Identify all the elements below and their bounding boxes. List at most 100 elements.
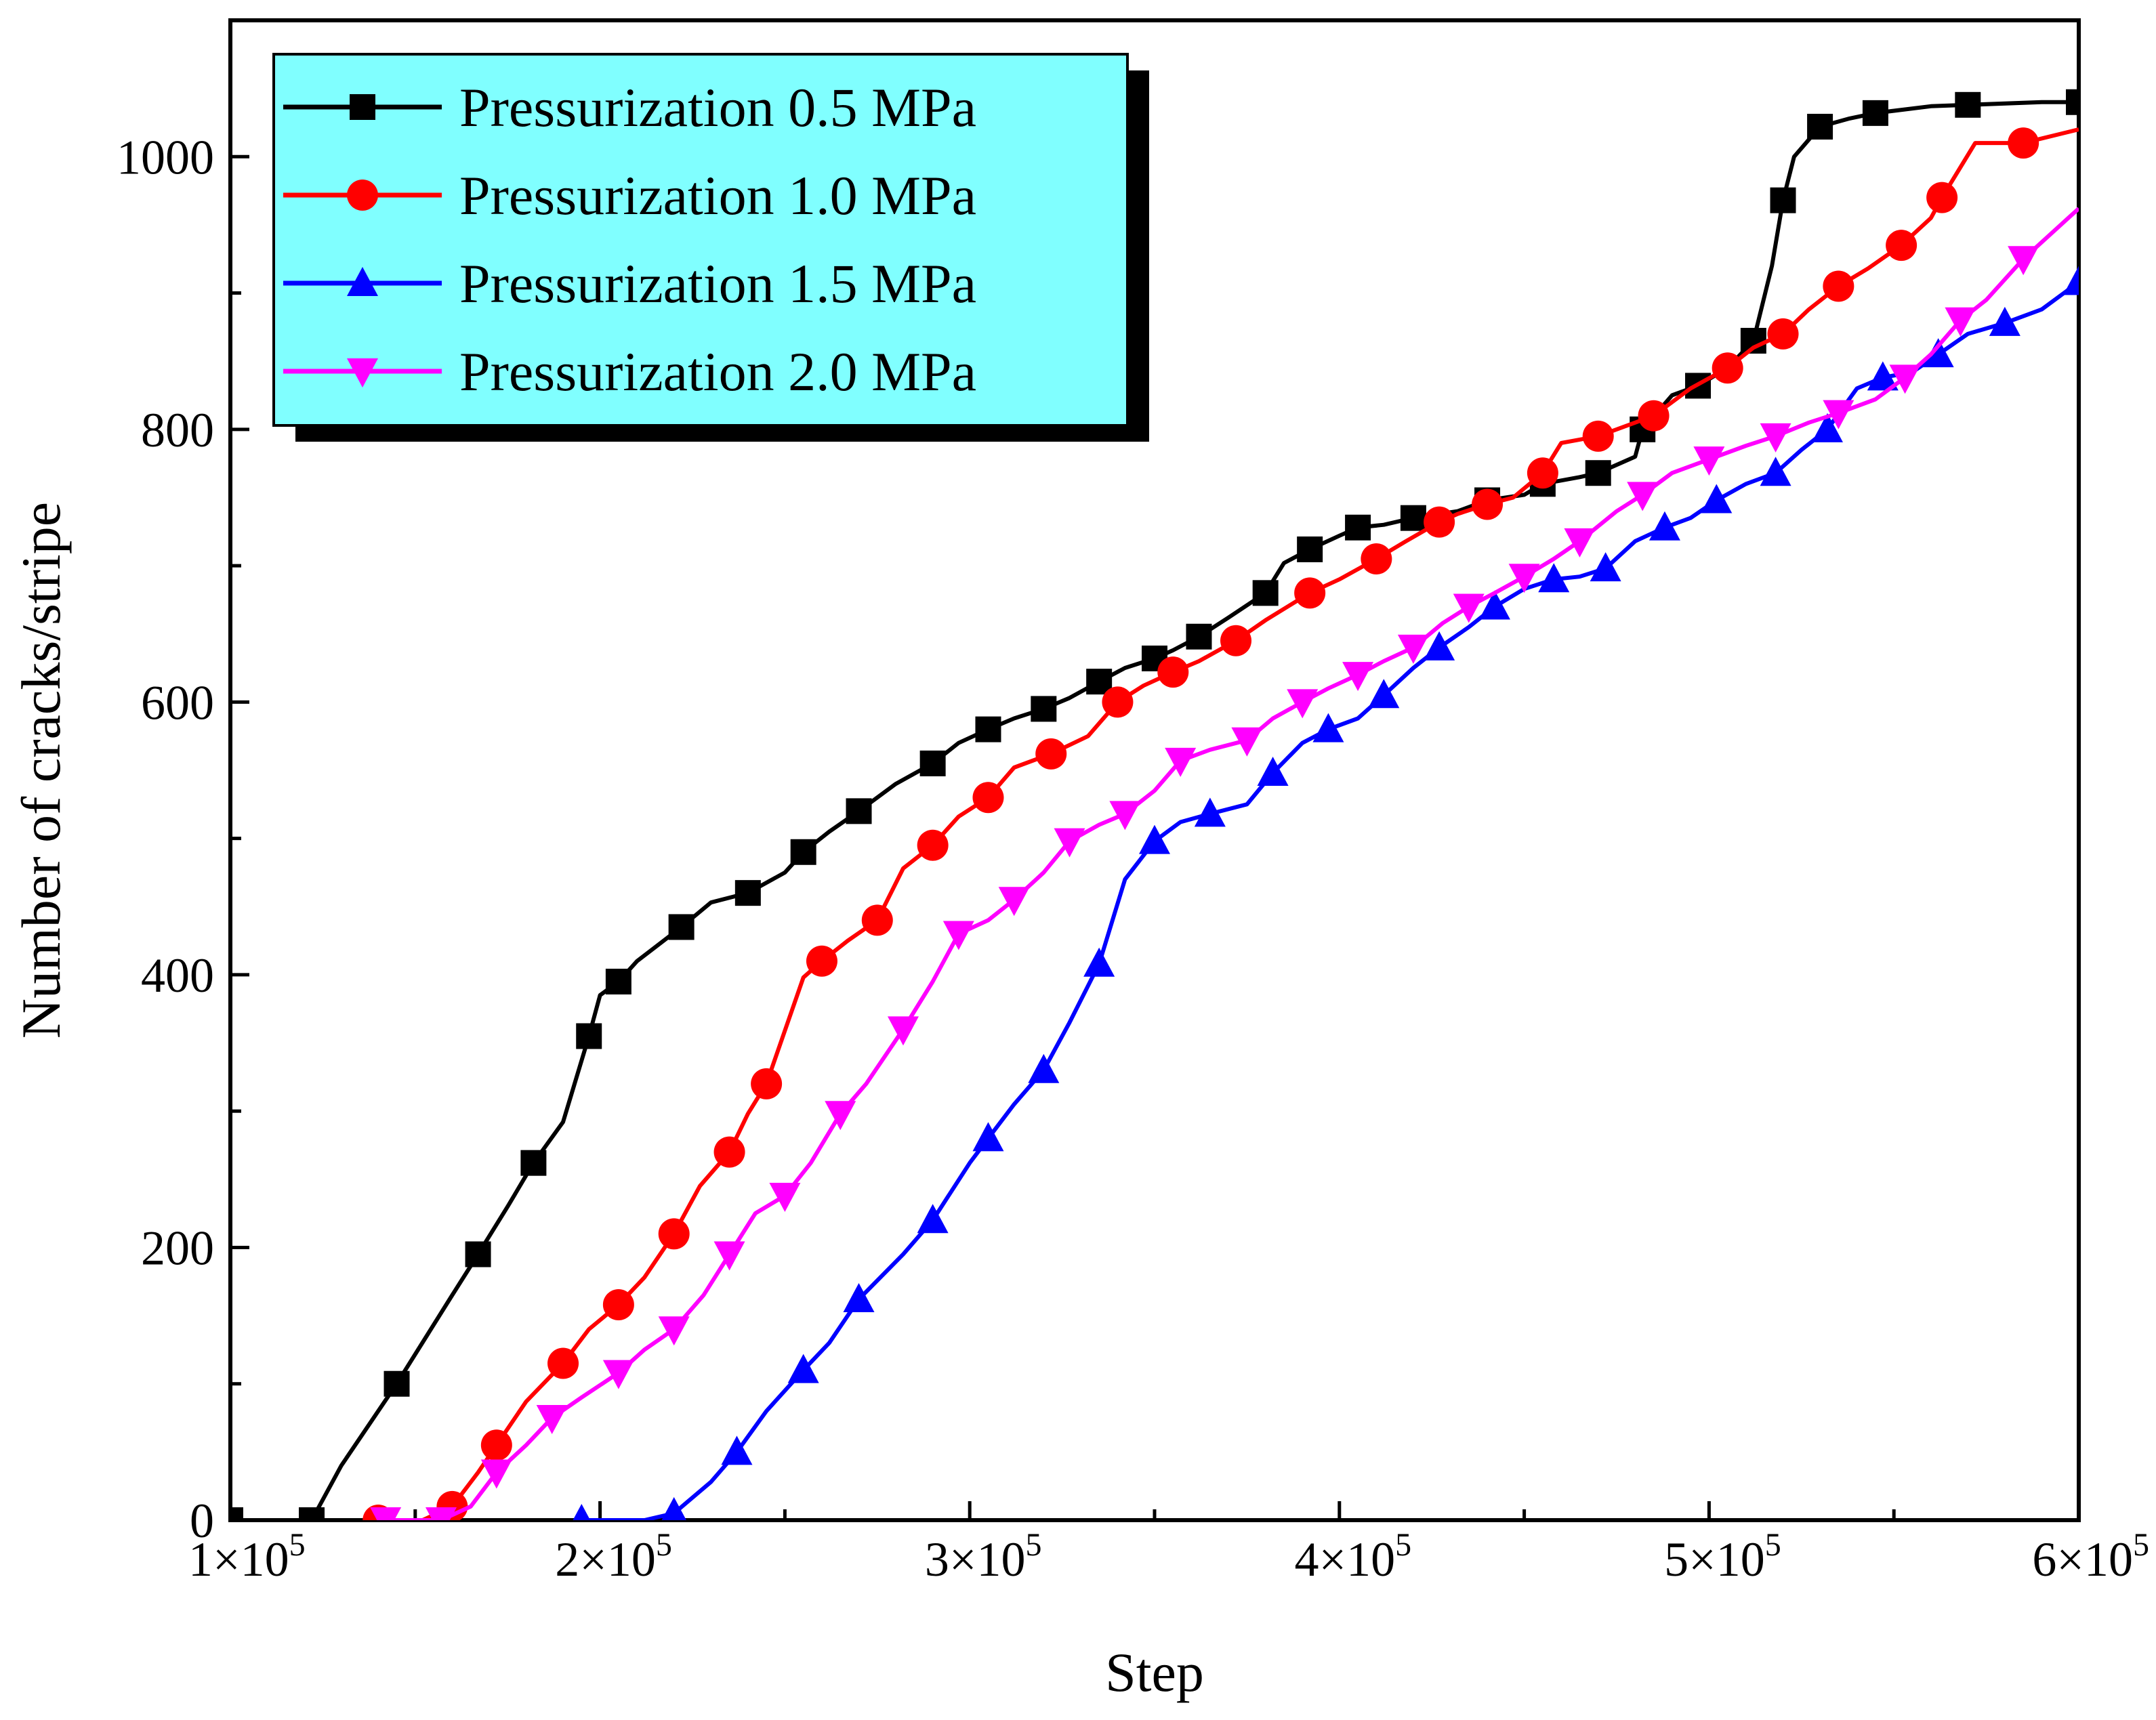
data-point <box>846 798 872 824</box>
data-point <box>1252 580 1279 606</box>
legend-item: Pressurization 1.5 MPa <box>283 253 976 314</box>
data-point <box>975 716 1001 742</box>
data-point <box>520 1150 547 1176</box>
series-group <box>230 89 2079 1520</box>
data-point <box>1807 113 1833 140</box>
x-tick-label: 2×105 <box>555 1527 672 1587</box>
data-point <box>1287 689 1319 719</box>
y-tick-label: 0 <box>190 1494 214 1548</box>
data-point <box>790 839 816 865</box>
data-point <box>1054 828 1085 858</box>
legend-item: Pressurization 0.5 MPa <box>283 77 976 138</box>
series-group <box>573 266 2079 1520</box>
x-tick-label: 3×105 <box>925 1527 1042 1587</box>
data-point <box>972 782 1004 814</box>
legend-marker <box>347 180 378 211</box>
data-point <box>1767 318 1799 350</box>
data-point <box>917 1204 949 1234</box>
x-tick-label: 1×105 <box>188 1527 306 1587</box>
data-point <box>425 1507 457 1520</box>
legend-marker <box>347 358 378 387</box>
data-point <box>1538 563 1570 593</box>
data-point <box>1638 400 1670 432</box>
data-point <box>1811 413 1843 442</box>
data-point <box>713 1241 745 1271</box>
data-point <box>536 1405 568 1435</box>
data-point <box>1157 656 1189 688</box>
data-point <box>1028 1053 1060 1083</box>
legend: Pressurization 0.5 MPa Pressurization 1.0… <box>272 53 1149 442</box>
legend-item: Pressurization 1.0 MPa <box>283 165 976 226</box>
data-point <box>713 1136 745 1168</box>
data-point <box>602 1288 634 1320</box>
data-point <box>658 1218 690 1250</box>
data-point <box>1627 482 1659 511</box>
data-point <box>573 1504 591 1520</box>
series-group <box>362 127 2079 1520</box>
legend-label: Pressurization 0.5 MPa <box>459 77 976 138</box>
data-point <box>383 1370 410 1397</box>
data-point <box>576 1023 602 1049</box>
data-point <box>1194 797 1226 827</box>
data-point <box>1712 352 1743 384</box>
data-point <box>1472 488 1504 520</box>
data-point <box>480 1429 512 1461</box>
data-point <box>769 1182 801 1212</box>
axis-ticks <box>228 18 2081 1522</box>
data-point <box>751 1068 783 1099</box>
data-point <box>1257 757 1289 786</box>
data-point <box>1867 361 1899 391</box>
tick-labels: 1×105 2×105 3×105 4×105 5×105 6×105 0 200 400 600… <box>117 130 2149 1587</box>
y-axis-label: Number of cracks/stripe <box>10 502 72 1039</box>
data-point <box>861 904 893 936</box>
data-point <box>1424 631 1455 660</box>
x-axis-label: Step <box>1105 1641 1204 1703</box>
x-tick-label: 6×105 <box>2032 1527 2149 1587</box>
data-point <box>1397 634 1429 664</box>
data-point <box>1693 446 1725 476</box>
data-point <box>299 1507 325 1520</box>
data-point <box>919 750 946 776</box>
x-tick-label: 4×105 <box>1294 1527 1411 1587</box>
data-point <box>2008 246 2039 276</box>
data-point <box>1585 460 1611 486</box>
data-point <box>605 968 631 994</box>
data-point <box>2066 89 2079 115</box>
data-point <box>1823 400 1854 429</box>
data-point <box>1582 420 1614 452</box>
series-group <box>370 207 2079 1520</box>
data-point <box>2008 127 2039 159</box>
data-point <box>1165 747 1197 777</box>
data-point <box>1770 187 1796 213</box>
data-point <box>658 1316 690 1346</box>
data-point <box>1453 593 1485 623</box>
y-tick-label: 200 <box>141 1221 214 1275</box>
y-tick-label: 800 <box>141 403 214 457</box>
data-point <box>1649 511 1680 541</box>
legend-label: Pressurization 1.5 MPa <box>459 253 976 314</box>
data-point <box>1527 457 1558 489</box>
series-line <box>386 207 2079 1520</box>
data-point <box>465 1241 491 1267</box>
data-point <box>917 829 949 861</box>
data-point <box>1424 506 1455 538</box>
x-tick-label: 5×105 <box>1664 1527 1781 1587</box>
data-point <box>547 1347 579 1379</box>
data-point <box>1368 679 1400 709</box>
data-point <box>1220 625 1252 656</box>
data-point <box>1760 457 1791 486</box>
data-point <box>230 1507 243 1520</box>
data-point <box>1109 801 1141 831</box>
data-point <box>1478 590 1510 620</box>
data-point <box>2063 266 2079 295</box>
data-point <box>1231 727 1263 757</box>
data-point <box>734 880 761 906</box>
y-tick-label: 400 <box>141 948 214 1003</box>
data-point <box>1760 423 1791 453</box>
data-point <box>1945 307 1976 337</box>
data-point <box>942 921 974 950</box>
series-layer <box>230 89 2079 1520</box>
data-point <box>998 887 1030 917</box>
data-point <box>1989 306 2020 336</box>
data-point <box>1035 738 1067 770</box>
